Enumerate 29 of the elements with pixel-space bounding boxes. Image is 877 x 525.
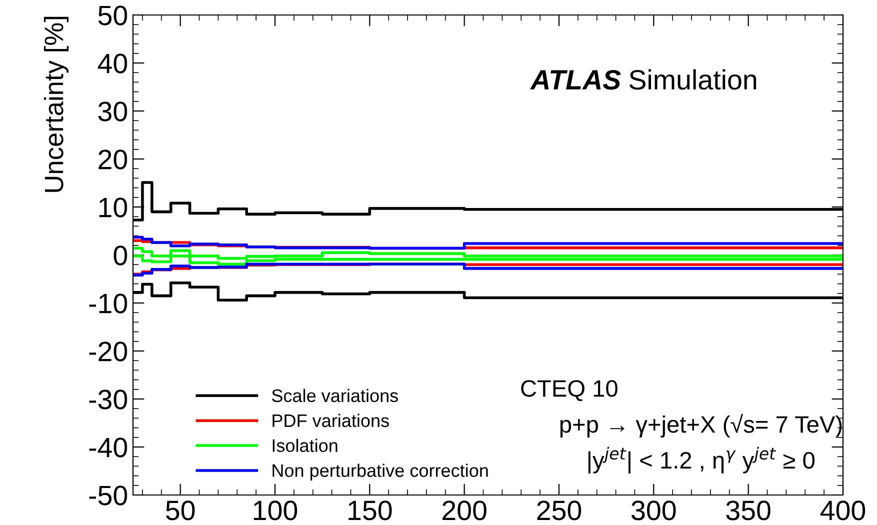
y-tick-label: 0 xyxy=(114,246,128,266)
x-tick-label: 100 xyxy=(254,500,298,520)
y-tick-label: -50 xyxy=(89,486,128,506)
x-tick-label: 150 xyxy=(348,500,392,520)
annotation: ATLAS xyxy=(530,70,621,90)
y-tick-label: 10 xyxy=(99,198,128,218)
y-tick-label: 20 xyxy=(98,150,128,170)
y-tick-label: 50 xyxy=(98,6,128,26)
y-axis-title: Uncertainty [%] xyxy=(44,16,69,192)
y-tick-label: -30 xyxy=(89,390,128,410)
y-tick-label: -20 xyxy=(89,342,128,362)
y-tick-label: -40 xyxy=(89,438,128,458)
annotation: p+p → γ+jet+X (√s= 7 TeV) xyxy=(560,414,842,438)
annotation: |y$^{jet}$| < 1.2 , η$^{γ}$ y$^{jet}$ ≥ 0 xyxy=(588,446,815,474)
x-tick-label: 50 xyxy=(166,500,195,520)
legend-label: Scale variations xyxy=(272,388,398,402)
x-tick-label: 300 xyxy=(632,500,676,520)
annotation: Simulation xyxy=(629,69,756,90)
y-tick-label: -10 xyxy=(89,294,128,314)
x-tick-label: 350 xyxy=(726,500,770,520)
legend-label: Isolation xyxy=(272,438,338,452)
legend-label: Non perturbative correction xyxy=(272,464,488,481)
legend-label: PDF variations xyxy=(272,414,389,428)
annotation: CTEQ 10 xyxy=(521,380,618,402)
y-tick-label: 30 xyxy=(98,102,128,122)
x-tick-label: 400 xyxy=(820,500,866,520)
y-tick-label: 40 xyxy=(98,54,128,74)
x-tick-label: 200 xyxy=(442,500,486,520)
x-tick-label: 250 xyxy=(537,500,582,520)
